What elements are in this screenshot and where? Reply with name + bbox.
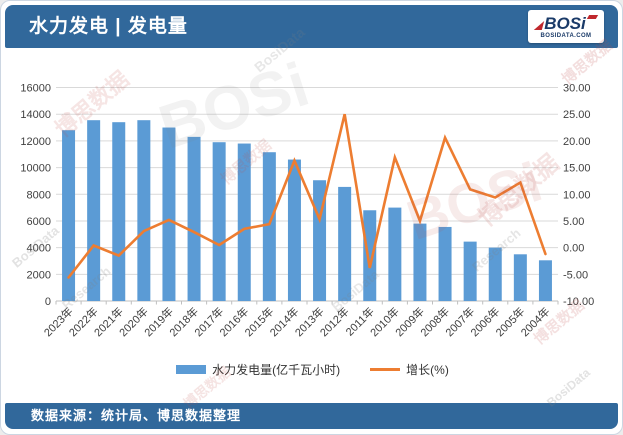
bar-2019年: [162, 127, 176, 301]
logo-brand-row: BOSi: [534, 13, 598, 33]
bar-2016年: [237, 143, 251, 301]
right-axis-tick-label: 5.00: [563, 216, 584, 228]
bar-2021年: [112, 122, 126, 301]
data-source-text: 数据来源：统计局、博思数据整理: [31, 408, 242, 423]
left-axis-tick-label: 8000: [27, 189, 51, 201]
bar-2004年: [538, 260, 552, 301]
right-axis-tick-label: 15.00: [563, 163, 591, 175]
bar-2011年: [363, 210, 377, 301]
bar-2009年: [413, 223, 427, 301]
bar-2023年: [62, 130, 76, 301]
bar-2006年: [488, 247, 502, 301]
footer-bar: 数据来源：统计局、博思数据整理: [5, 403, 618, 429]
right-axis-tick-label: -5.00: [563, 269, 588, 281]
right-axis-tick-label: -10.00: [563, 296, 594, 308]
page-title: 水力发电 | 发电量: [29, 16, 188, 37]
right-axis-tick-label: 20.00: [563, 136, 591, 148]
chart-legend: 水力发电量(亿千瓦小时) 增长(%): [1, 361, 622, 378]
bar-2012年: [338, 186, 352, 301]
bosi-logo: BOSi BOSIDATA.COM: [528, 10, 604, 43]
left-axis-tick-label: 16000: [20, 83, 51, 95]
legend-label-bars: 水力发电量(亿千瓦小时): [212, 363, 341, 377]
bar-2015年: [262, 152, 276, 301]
bar-2020年: [137, 120, 151, 301]
legend-item-line: 增长(%): [370, 361, 449, 378]
bar-series-swatch-icon: [176, 365, 207, 374]
legend-item-bars: 水力发电量(亿千瓦小时): [176, 361, 340, 378]
bar-2017年: [212, 142, 226, 301]
line-series-swatch-icon: [370, 368, 401, 371]
left-axis-tick-label: 0: [45, 296, 51, 308]
left-axis-tick-label: 14000: [20, 109, 51, 121]
bar-2008年: [438, 226, 452, 301]
bar-2022年: [87, 120, 101, 301]
left-axis-tick-label: 10000: [20, 163, 51, 175]
bar-2007年: [463, 241, 477, 301]
left-axis-tick-label: 4000: [27, 243, 51, 255]
right-axis-tick-label: 30.00: [563, 83, 591, 95]
logo-red-triangle-icon: [534, 20, 545, 30]
logo-domain-text: BOSIDATA.COM: [540, 32, 592, 39]
header-bar: 水力发电 | 发电量 BOSi BOSIDATA.COM: [5, 5, 618, 48]
bar-2014年: [287, 159, 301, 301]
bar-2018年: [187, 136, 201, 301]
growth-line: [67, 113, 547, 279]
combo-chart-svg: 16000 30.00 14000 25.00 12000 20.00 10000 15.00…: [20, 83, 594, 340]
legend-label-line: 增长(%): [406, 363, 449, 377]
left-axis-tick-label: 12000: [20, 136, 51, 148]
left-axis-tick-label: 2000: [27, 269, 51, 281]
bar-2005年: [513, 254, 527, 301]
bar-2010年: [388, 207, 402, 301]
right-axis-tick-label: 10.00: [563, 189, 591, 201]
right-axis-tick-label: 0.00: [563, 243, 584, 255]
logo-red-accent-icon: [586, 14, 598, 19]
left-axis-tick-label: 6000: [27, 216, 51, 228]
chart-area: 16000 30.00 14000 25.00 12000 20.00 10000 15.00…: [1, 51, 622, 356]
right-axis-tick-label: 25.00: [563, 109, 591, 121]
logo-brand-text: BOSi: [544, 13, 586, 33]
x-axis-label: 2004年: [518, 304, 553, 339]
